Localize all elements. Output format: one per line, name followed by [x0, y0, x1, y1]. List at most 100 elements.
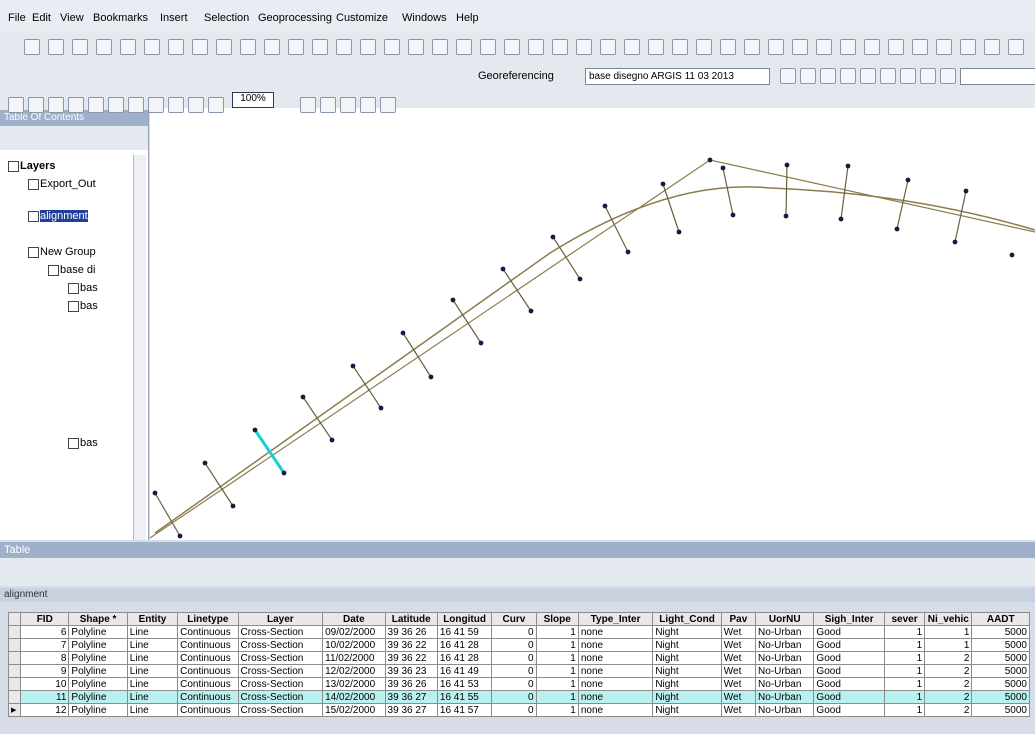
- tool-icon[interactable]: [208, 97, 224, 113]
- tool-icon[interactable]: [408, 39, 424, 55]
- tool-icon[interactable]: [48, 39, 64, 55]
- tool-icon[interactable]: [768, 39, 784, 55]
- toc-item[interactable]: Layers: [20, 160, 55, 172]
- tool-icon[interactable]: [1008, 39, 1024, 55]
- tool-icon[interactable]: [480, 39, 496, 55]
- tool-icon[interactable]: [860, 68, 876, 84]
- column-header[interactable]: Pav: [721, 613, 755, 626]
- tool-icon[interactable]: [820, 68, 836, 84]
- column-header[interactable]: Curv: [492, 613, 536, 626]
- tool-icon[interactable]: [792, 39, 808, 55]
- tool-icon[interactable]: [168, 97, 184, 113]
- tool-icon[interactable]: [320, 97, 336, 113]
- column-header[interactable]: Type_Inter: [578, 613, 653, 626]
- column-header[interactable]: Ni_vehic: [925, 613, 972, 626]
- tool-icon[interactable]: [552, 39, 568, 55]
- tool-icon[interactable]: [648, 39, 664, 55]
- tool-icon[interactable]: [216, 39, 232, 55]
- row-selector[interactable]: ▶: [9, 704, 21, 717]
- tool-icon[interactable]: [288, 39, 304, 55]
- menu-item[interactable]: Bookmarks: [93, 12, 148, 24]
- tool-icon[interactable]: [432, 39, 448, 55]
- row-selector[interactable]: [9, 678, 21, 691]
- table-tab[interactable]: alignment: [0, 588, 1035, 602]
- column-header[interactable]: Sigh_Inter: [814, 613, 884, 626]
- toc-checkbox[interactable]: [8, 161, 19, 172]
- toc-scrollbar[interactable]: [133, 155, 146, 540]
- column-header[interactable]: Slope: [536, 613, 578, 626]
- column-header[interactable]: Entity: [127, 613, 177, 626]
- tool-icon[interactable]: [864, 39, 880, 55]
- column-header[interactable]: Layer: [238, 613, 323, 626]
- tool-icon[interactable]: [528, 39, 544, 55]
- tool-icon[interactable]: [672, 39, 688, 55]
- tool-icon[interactable]: [96, 39, 112, 55]
- tool-icon[interactable]: [624, 39, 640, 55]
- tool-icon[interactable]: [696, 39, 712, 55]
- tool-icon[interactable]: [192, 39, 208, 55]
- toc-checkbox[interactable]: [68, 283, 79, 294]
- toc-item[interactable]: bas: [80, 437, 98, 449]
- column-header[interactable]: Date: [323, 613, 385, 626]
- tool-icon[interactable]: [984, 39, 1000, 55]
- tool-icon[interactable]: [840, 39, 856, 55]
- tool-icon[interactable]: [920, 68, 936, 84]
- tool-icon[interactable]: [72, 39, 88, 55]
- toc-item[interactable]: New Group: [40, 246, 96, 258]
- tool-icon[interactable]: [360, 97, 376, 113]
- tool-icon[interactable]: [240, 39, 256, 55]
- tool-icon[interactable]: [780, 68, 796, 84]
- tool-icon[interactable]: [840, 68, 856, 84]
- tool-icon[interactable]: [576, 39, 592, 55]
- tool-icon[interactable]: [912, 39, 928, 55]
- tool-icon[interactable]: [960, 39, 976, 55]
- column-header[interactable]: Linetype: [178, 613, 238, 626]
- tool-icon[interactable]: [816, 39, 832, 55]
- tool-icon[interactable]: [148, 97, 164, 113]
- row-selector[interactable]: [9, 626, 21, 639]
- tool-icon[interactable]: [380, 97, 396, 113]
- row-selector[interactable]: [9, 665, 21, 678]
- column-header[interactable]: FID: [21, 613, 69, 626]
- menu-item[interactable]: Geoprocessing: [258, 12, 332, 24]
- tool-icon[interactable]: [800, 68, 816, 84]
- toc-item[interactable]: Export_Out: [40, 178, 96, 190]
- toc-checkbox[interactable]: [48, 265, 59, 276]
- menu-item[interactable]: Selection: [204, 12, 249, 24]
- tool-icon[interactable]: [312, 39, 328, 55]
- tool-icon[interactable]: [144, 39, 160, 55]
- tool-icon[interactable]: [936, 39, 952, 55]
- zoom-box[interactable]: 100%: [232, 92, 274, 108]
- tool-icon[interactable]: [28, 97, 44, 113]
- column-header[interactable]: Shape *: [69, 613, 127, 626]
- tool-icon[interactable]: [168, 39, 184, 55]
- toc-item[interactable]: bas: [80, 282, 98, 294]
- tool-icon[interactable]: [336, 39, 352, 55]
- row-selector[interactable]: [9, 639, 21, 652]
- menu-item[interactable]: Customize: [336, 12, 388, 24]
- tool-icon[interactable]: [108, 97, 124, 113]
- tool-icon[interactable]: [360, 39, 376, 55]
- tool-icon[interactable]: [900, 68, 916, 84]
- tool-icon[interactable]: [8, 97, 24, 113]
- toc-checkbox[interactable]: [28, 179, 39, 190]
- menu-item[interactable]: Windows: [402, 12, 447, 24]
- scale-box[interactable]: [960, 68, 1035, 85]
- toc-item[interactable]: bas: [80, 300, 98, 312]
- tool-icon[interactable]: [120, 39, 136, 55]
- tool-icon[interactable]: [68, 97, 84, 113]
- toc-checkbox[interactable]: [28, 211, 39, 222]
- tool-icon[interactable]: [720, 39, 736, 55]
- toc-checkbox[interactable]: [68, 301, 79, 312]
- column-header[interactable]: sever: [884, 613, 924, 626]
- tool-icon[interactable]: [48, 97, 64, 113]
- column-header[interactable]: Latitude: [385, 613, 437, 626]
- column-header[interactable]: Light_Cond: [653, 613, 721, 626]
- tool-icon[interactable]: [456, 39, 472, 55]
- menu-item[interactable]: Help: [456, 12, 479, 24]
